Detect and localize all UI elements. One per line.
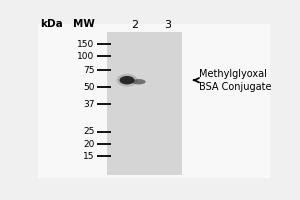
Text: 150: 150	[77, 40, 94, 49]
Text: 50: 50	[83, 83, 94, 92]
Text: 2: 2	[132, 20, 139, 30]
Text: 15: 15	[83, 152, 94, 161]
FancyBboxPatch shape	[107, 32, 182, 175]
Text: 20: 20	[83, 140, 94, 149]
Text: 100: 100	[77, 52, 94, 61]
Text: Methylglyoxal
BSA Conjugate: Methylglyoxal BSA Conjugate	[199, 69, 272, 92]
Ellipse shape	[116, 74, 138, 87]
Text: MW: MW	[73, 19, 95, 29]
Text: 75: 75	[83, 66, 94, 75]
FancyBboxPatch shape	[38, 24, 270, 178]
Ellipse shape	[119, 76, 135, 84]
Text: 3: 3	[164, 20, 171, 30]
Text: 37: 37	[83, 100, 94, 109]
Text: kDa: kDa	[40, 19, 63, 29]
Ellipse shape	[132, 79, 145, 84]
Text: 25: 25	[83, 127, 94, 136]
